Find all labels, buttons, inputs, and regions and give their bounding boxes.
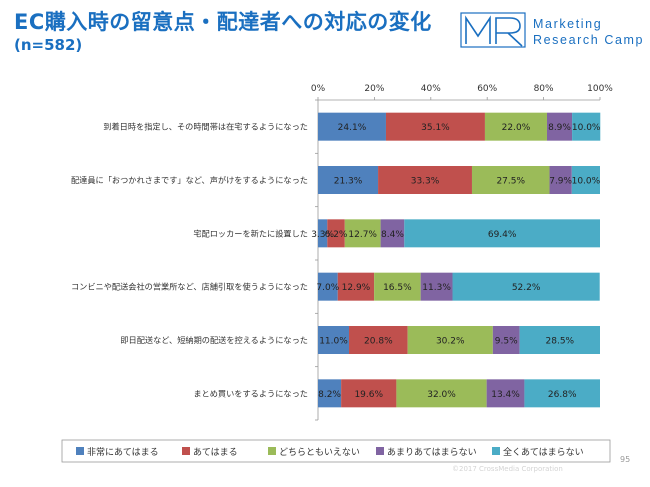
bar-segment (452, 272, 600, 301)
data-label: 30.2% (436, 337, 465, 347)
bar-segment (484, 112, 547, 141)
legend-label: 全くあてはまらない (503, 446, 584, 458)
legend-box (61, 439, 611, 463)
data-label: 32.0% (427, 390, 456, 400)
logo-line-1: Marketing (533, 17, 603, 31)
data-label: 28.5% (546, 337, 575, 347)
data-label: 10.0% (572, 177, 601, 187)
data-label: 22.0% (502, 123, 531, 133)
data-label: 69.4% (488, 230, 517, 240)
data-label: 6.2% (325, 230, 348, 240)
sample-size: (n=582) (14, 36, 83, 54)
bar-segment (318, 112, 386, 141)
bars-layer (318, 112, 601, 408)
x-tick-label: 100% (587, 84, 613, 94)
data-label: 20.8% (364, 337, 393, 347)
data-label: 27.5% (496, 177, 525, 187)
data-label: 7.0% (316, 283, 339, 293)
bar-segment (318, 326, 350, 354)
category-label: コンビニや配送会社の営業所など、店舗引取を使うようになった (71, 282, 308, 292)
bar-segment (492, 326, 520, 354)
data-label: 33.3% (411, 177, 440, 187)
bar-segment (404, 219, 600, 248)
data-label: 12.9% (342, 283, 371, 293)
bar-segment (380, 219, 405, 248)
x-tick-label: 0% (311, 84, 326, 94)
data-label: 12.7% (348, 230, 377, 240)
data-label: 21.3% (334, 177, 363, 187)
logo-line-2: Research Camp (533, 33, 645, 47)
data-label: 8.9% (548, 123, 571, 133)
bar-segment (378, 166, 472, 194)
page-number: 95 (620, 455, 631, 464)
legend-label: 非常にあてはまる (87, 446, 159, 458)
data-label: 35.1% (421, 123, 450, 133)
bar-segment (344, 219, 381, 248)
bar-segment (337, 272, 375, 301)
category-label: 即日配送など、短納期の配送を控えるようになった (120, 335, 308, 345)
bar-segment (349, 326, 408, 354)
category-label: 到着日時を指定し、その時間帯は在宅するようになった (103, 122, 308, 132)
legend-swatch (76, 447, 84, 455)
legend-swatch (376, 447, 384, 455)
bar-segment (572, 112, 601, 141)
logo-mark: MR (460, 12, 526, 48)
bar-segment (407, 326, 493, 354)
category-label: まとめ買いをするようになった (193, 388, 308, 398)
legend-swatch (268, 447, 276, 455)
bar-segment (519, 326, 600, 354)
data-label: 16.5% (383, 283, 412, 293)
legend: 非常にあてはまる あてはまる どちらともいえない あまりあてはまらない 全くあてはまらな… (61, 439, 611, 463)
bar-segment (327, 219, 345, 248)
data-label: 19.6% (354, 390, 383, 400)
bar-segment (318, 379, 342, 408)
bar-segment (546, 112, 573, 141)
bar-segment (318, 219, 328, 248)
logo-text: Marketing Research Camp (533, 16, 644, 48)
bar-segment (385, 112, 485, 141)
bar-segment (341, 379, 397, 408)
labels-layer: 到着日時を指定し、その時間帯は在宅するようになった 24.1% 35.1% 22.0%… (71, 122, 601, 400)
data-label: 10.0% (572, 123, 601, 133)
legend-label: あてはまる (193, 447, 238, 458)
bar-segment (374, 272, 421, 301)
data-label: 8.2% (318, 390, 341, 400)
data-label: 52.2% (512, 283, 541, 293)
bar-segment (471, 166, 550, 194)
page-title: EC購入時の留意点・配達者への対応の変化 (14, 10, 432, 34)
bar-segment (524, 379, 600, 408)
legend-swatch (182, 447, 190, 455)
copyright: ©2017 CrossMedia Corporation (452, 465, 563, 473)
data-label: 3.3% (311, 230, 334, 240)
bar-segment (420, 272, 453, 301)
bar-segment (396, 379, 487, 408)
bar-segment (549, 166, 572, 194)
x-tick-label: 80% (534, 84, 554, 94)
x-tick-label: 60% (477, 84, 497, 94)
grid-layer: 0% 20% 40% 60% 80% 100% (311, 84, 613, 421)
data-label: 7.9% (549, 177, 572, 187)
category-label: 宅配ロッカーを新たに設置した (193, 228, 308, 238)
data-label: 8.4% (381, 230, 404, 240)
x-tick-label: 20% (364, 84, 384, 94)
data-label: 13.4% (491, 390, 520, 400)
data-label: 24.1% (338, 123, 367, 133)
data-label: 11.3% (422, 283, 451, 293)
legend-label: あまりあてはまらない (387, 447, 477, 458)
legend-label: どちらともいえない (279, 447, 360, 458)
bar-segment (571, 166, 600, 194)
data-label: 11.0% (319, 337, 348, 347)
bar-segment (318, 272, 338, 301)
bar-segment (486, 379, 525, 408)
data-label: 26.8% (548, 390, 577, 400)
legend-swatch (492, 447, 500, 455)
data-label: 9.5% (495, 337, 518, 347)
x-tick-label: 40% (421, 84, 441, 94)
category-label: 配達員に「おつかれさまです」など、声がけをするようになった (71, 175, 308, 185)
bar-segment (318, 166, 379, 194)
